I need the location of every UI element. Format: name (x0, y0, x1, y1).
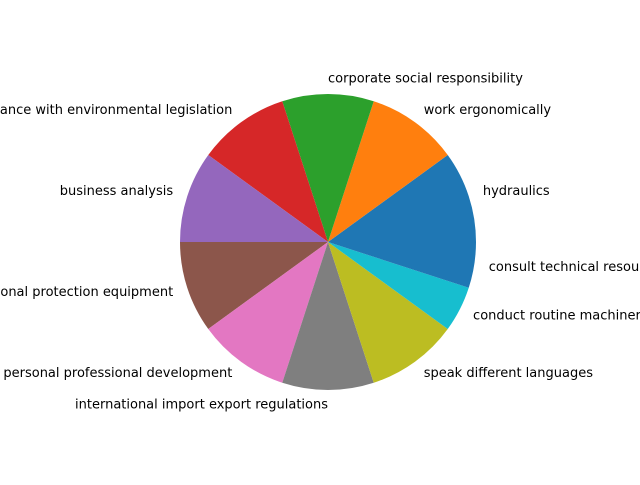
pie-slice (208, 101, 328, 242)
pie-slice (282, 242, 374, 391)
slice-label: speak different languages (424, 366, 594, 381)
pie-slice (208, 242, 328, 383)
pie-slice (328, 242, 448, 383)
pie-slices (180, 94, 476, 391)
slice-label: personal protection equipment (0, 285, 173, 300)
pie-slice (328, 242, 476, 288)
slice-label: hydraulics (483, 184, 550, 199)
pie-slice (328, 155, 476, 242)
pie-slice (328, 101, 448, 242)
slice-label: conduct routine machinery checks (473, 308, 640, 323)
pie-slice (180, 242, 328, 329)
slice-label: manage personal professional development (0, 366, 232, 381)
pie-labels: hydraulics work ergonomically corporate so… (0, 72, 640, 413)
slice-label: work ergonomically (424, 103, 552, 118)
slice-label: compliance with environmental legislatio… (0, 103, 232, 118)
slice-label: consult technical resources (489, 260, 640, 275)
slice-label: international import export regulations (75, 397, 328, 412)
slice-label: corporate social responsibility (328, 72, 523, 87)
pie-slice (328, 242, 469, 329)
slice-label: business analysis (60, 184, 174, 199)
pie-slice (180, 155, 328, 242)
pie-slice (282, 94, 374, 243)
